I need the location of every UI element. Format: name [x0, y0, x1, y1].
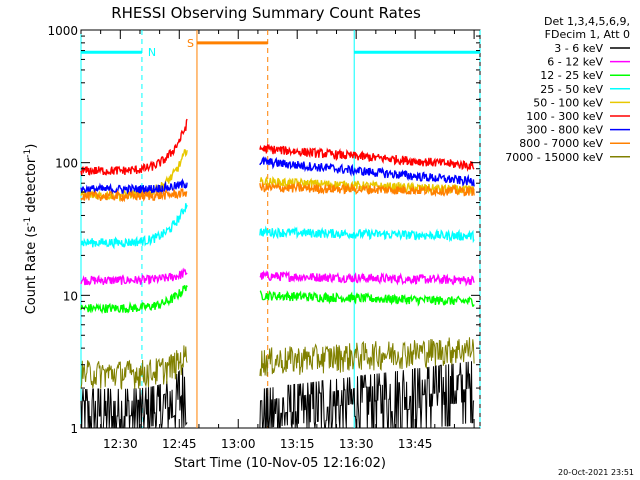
legend-header-line-1: Det 1,3,4,5,6,9, — [544, 15, 630, 28]
series-segment-pre — [80, 367, 188, 430]
legend-entry-label: 50 - 100 keV — [533, 96, 603, 109]
series-100-300-kev — [80, 118, 475, 176]
legend-entry-label: 12 - 25 keV — [540, 69, 603, 82]
legend-entry-label: 7000 - 15000 keV — [505, 151, 603, 164]
axes-layer: 1 10 100 1000 12:30 12:45 13:00 13:15 13:30 13:45 — [47, 24, 480, 451]
x-tick-label: 13:15 — [280, 437, 315, 451]
legend-entry-label: 3 - 6 keV — [554, 42, 603, 55]
legend-entry-label: 100 - 300 keV — [526, 110, 603, 123]
series-segment-post — [259, 142, 475, 173]
flag-label: S — [187, 37, 194, 50]
x-axis-label: Start Time (10-Nov-05 12:16:02) — [174, 456, 386, 471]
series-segment-pre — [80, 187, 188, 203]
chart-title: RHESSI Observing Summary Count Rates — [111, 4, 421, 22]
series-segment-pre — [80, 285, 188, 315]
y-tick-label: 1 — [70, 422, 78, 436]
series-segment-post — [259, 270, 475, 287]
series-segment-pre — [80, 203, 188, 250]
y-axis-label-sup2: -1 — [23, 149, 33, 158]
x-tick-label: 12:30 — [103, 437, 138, 451]
series-12-25-kev — [80, 285, 475, 315]
legend-header-line-2: FDecim 1, Att 0 — [545, 28, 630, 41]
y-axis-label-sup1: -1 — [23, 217, 33, 226]
legend-entry-label: 300 - 800 keV — [526, 124, 603, 137]
legend-entry-label: 800 - 7000 keV — [519, 137, 603, 150]
series-segment-post — [259, 290, 475, 307]
legend-entry-label: 25 - 50 keV — [540, 83, 603, 96]
series-50-100-kev — [80, 149, 475, 202]
series-3-6-kev — [80, 361, 475, 430]
x-tick-label: 13:30 — [339, 437, 374, 451]
series-segment-pre — [80, 177, 188, 196]
series-300-800-kev — [80, 156, 475, 196]
series-segment-post — [259, 175, 475, 195]
y-axis-label-end: ) — [24, 144, 39, 149]
series-segment-pre — [80, 267, 188, 286]
series-segment-pre — [80, 345, 188, 390]
series-segment-post — [259, 225, 475, 244]
y-axis-label-mid: detector — [24, 157, 39, 217]
legend: Det 1,3,4,5,6,9, FDecim 1, Att 0 3 - 6 k… — [505, 15, 630, 164]
series-segment-post — [259, 361, 475, 429]
x-tick-label: 13:00 — [221, 437, 256, 451]
footer-date: 20-Oct-2021 23:51 — [558, 468, 634, 477]
series-800-7000-kev — [80, 181, 475, 203]
y-axis-label-main: Count Rate (s — [24, 226, 39, 315]
y-tick-label: 10 — [63, 289, 78, 303]
series-7000-15000-kev — [80, 337, 475, 390]
series-6-12-kev — [80, 267, 475, 287]
x-tick-label: 12:45 — [162, 437, 197, 451]
series-segment-pre — [80, 118, 188, 176]
y-axis-label: Count Rate (s-1 detector-1) — [23, 144, 39, 315]
series-layer — [80, 118, 475, 430]
y-tick-label: 100 — [55, 157, 78, 171]
series-segment-pre — [80, 149, 188, 202]
x-tick-label: 13:45 — [398, 437, 433, 451]
flag-label: N — [148, 46, 156, 59]
series-segment-post — [259, 181, 475, 198]
series-segment-post — [259, 156, 475, 187]
y-tick-label: 1000 — [47, 24, 78, 38]
series-segment-post — [259, 337, 475, 377]
flag-layer: NS — [80, 30, 481, 428]
legend-entry-label: 6 - 12 keV — [547, 56, 603, 69]
series-25-50-kev — [80, 203, 475, 250]
